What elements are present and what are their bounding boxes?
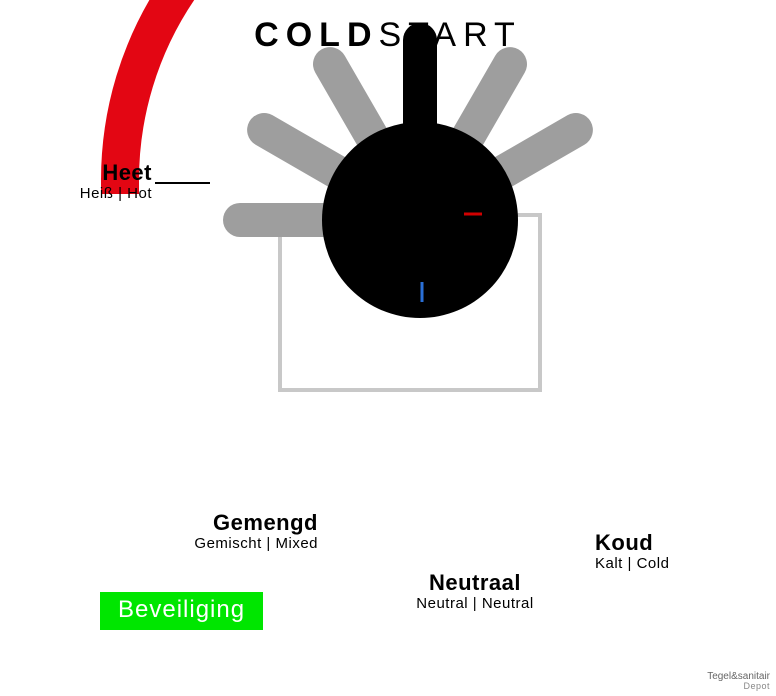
footer-line2: Depot — [707, 682, 770, 692]
label-neutraal-sub: Neutral | Neutral — [390, 595, 560, 612]
safety-badge: Beveiliging — [100, 592, 263, 630]
dial-knob — [322, 122, 518, 318]
label-heet-sub: Heiß | Hot — [42, 185, 152, 202]
label-koud-sub: Kalt | Cold — [595, 555, 735, 572]
footer-brand: Tegel&sanitair Depot — [707, 671, 770, 692]
label-neutraal: Neutraal Neutral | Neutral — [390, 570, 560, 613]
label-gemengd: Gemengd Gemischt | Mixed — [128, 510, 318, 553]
label-gemengd-sub: Gemischt | Mixed — [128, 535, 318, 552]
coldstart-diagram: COLDSTART Heet Heiß | Hot Gemengd Gemisc… — [0, 0, 776, 696]
label-neutraal-main: Neutraal — [390, 570, 560, 595]
label-heet: Heet Heiß | Hot — [42, 160, 152, 203]
label-heet-main: Heet — [42, 160, 152, 185]
label-koud: Koud Kalt | Cold — [595, 530, 735, 573]
label-koud-main: Koud — [595, 530, 735, 555]
label-gemengd-main: Gemengd — [128, 510, 318, 535]
